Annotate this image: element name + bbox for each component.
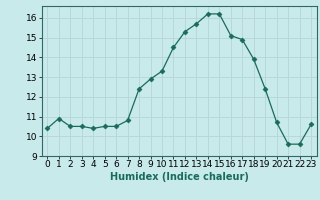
X-axis label: Humidex (Indice chaleur): Humidex (Indice chaleur) [110,172,249,182]
